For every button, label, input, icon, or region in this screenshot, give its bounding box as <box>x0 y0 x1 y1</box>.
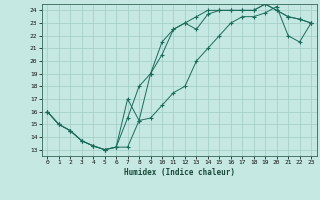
X-axis label: Humidex (Indice chaleur): Humidex (Indice chaleur) <box>124 168 235 177</box>
